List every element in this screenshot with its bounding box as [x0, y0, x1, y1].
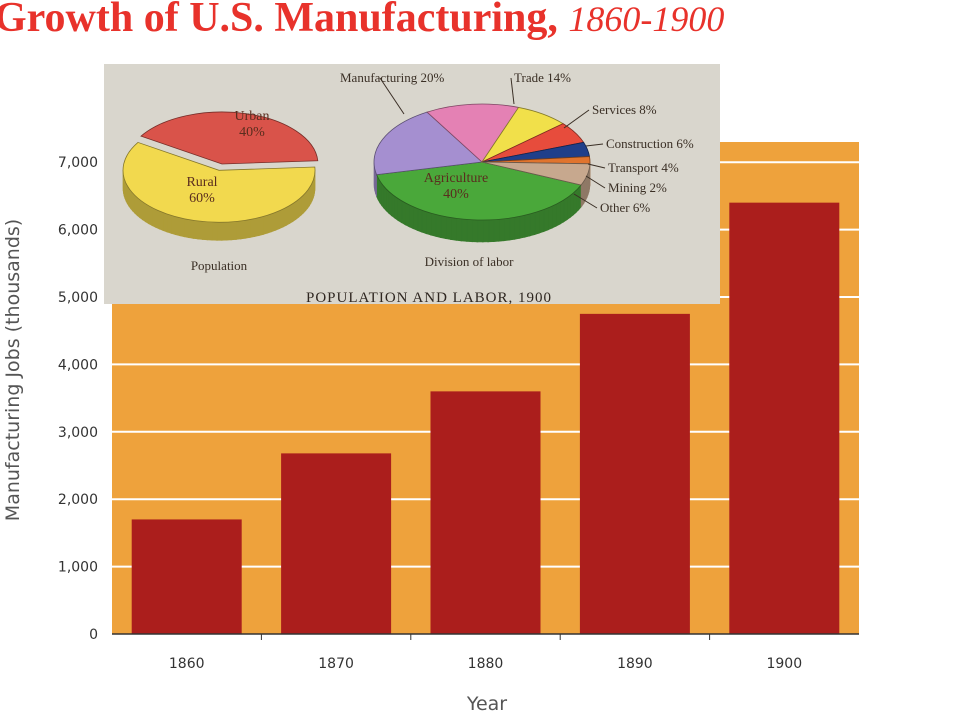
pie-slice	[140, 111, 319, 165]
slice-label: Trade 14%	[514, 70, 571, 85]
pie-slice	[376, 161, 582, 221]
leader-line	[585, 143, 604, 147]
pie-slice	[373, 111, 483, 176]
y-tick-label: 5,000	[58, 290, 98, 306]
labor-pie-title: Division of labor	[425, 254, 514, 269]
bar	[131, 519, 242, 634]
slice-label: Rural	[186, 175, 217, 190]
slice-label: Other 6%	[600, 200, 650, 215]
slice-value: 40%	[239, 125, 265, 140]
y-tick-label: 2,000	[58, 492, 98, 508]
y-axis-ticks: 0 1,000 2,000 3,000 4,000 5,000 6,000 7,000	[58, 155, 98, 643]
slice-label: Agriculture	[424, 171, 489, 186]
y-axis-label: Manufacturing Jobs (thousands)	[2, 219, 24, 521]
inset-caption: POPULATION AND LABOR, 1900	[306, 290, 552, 304]
population-pie-title: Population	[191, 258, 248, 273]
y-tick-label: 3,000	[58, 425, 98, 441]
population-labor-inset: Urban 40% Rural 60% Agriculture 40% Manufactu…	[104, 64, 720, 304]
bar	[430, 391, 541, 634]
leader-line	[585, 175, 606, 189]
slice-label: Services 8%	[592, 102, 657, 117]
bar	[281, 453, 392, 634]
y-tick-label: 1,000	[58, 560, 98, 576]
y-tick-label: 6,000	[58, 223, 98, 239]
x-tick-label: 1880	[468, 656, 504, 672]
pie-slice	[426, 103, 520, 163]
title-main: Growth of U.S. Manufacturing,	[0, 0, 558, 41]
slice-label: Construction 6%	[606, 136, 694, 151]
slice-value: 40%	[443, 187, 469, 202]
leader-line	[379, 77, 405, 115]
page-title: Growth of U.S. Manufacturing, 1860-1900	[0, 0, 724, 42]
slice-label: Manufacturing 20%	[340, 70, 445, 85]
leader-line	[587, 163, 606, 169]
slice-value: 60%	[189, 191, 215, 206]
leader-line	[563, 109, 590, 129]
leader-line	[573, 193, 598, 209]
x-axis-ticks: 1860 1870 1880 1890 1900	[112, 633, 859, 672]
x-tick-label: 1860	[169, 656, 205, 672]
x-tick-label: 1890	[617, 656, 653, 672]
y-tick-label: 0	[89, 627, 98, 643]
bar	[579, 313, 690, 634]
slice-label: Mining 2%	[608, 180, 667, 195]
pie-slice	[481, 161, 591, 186]
bar-series	[131, 202, 840, 634]
x-tick-label: 1870	[318, 656, 354, 672]
pie-slice	[122, 141, 316, 223]
title-years: 1860-1900	[568, 0, 725, 39]
slice-label: Urban	[235, 109, 270, 124]
bar	[729, 202, 840, 634]
x-tick-label: 1900	[766, 656, 802, 672]
slice-label: Transport 4%	[608, 160, 679, 175]
x-axis-label: Year	[466, 693, 507, 715]
pie-side	[580, 182, 583, 208]
y-tick-label: 4,000	[58, 357, 98, 373]
y-tick-label: 7,000	[58, 155, 98, 171]
leader-line	[510, 77, 515, 105]
